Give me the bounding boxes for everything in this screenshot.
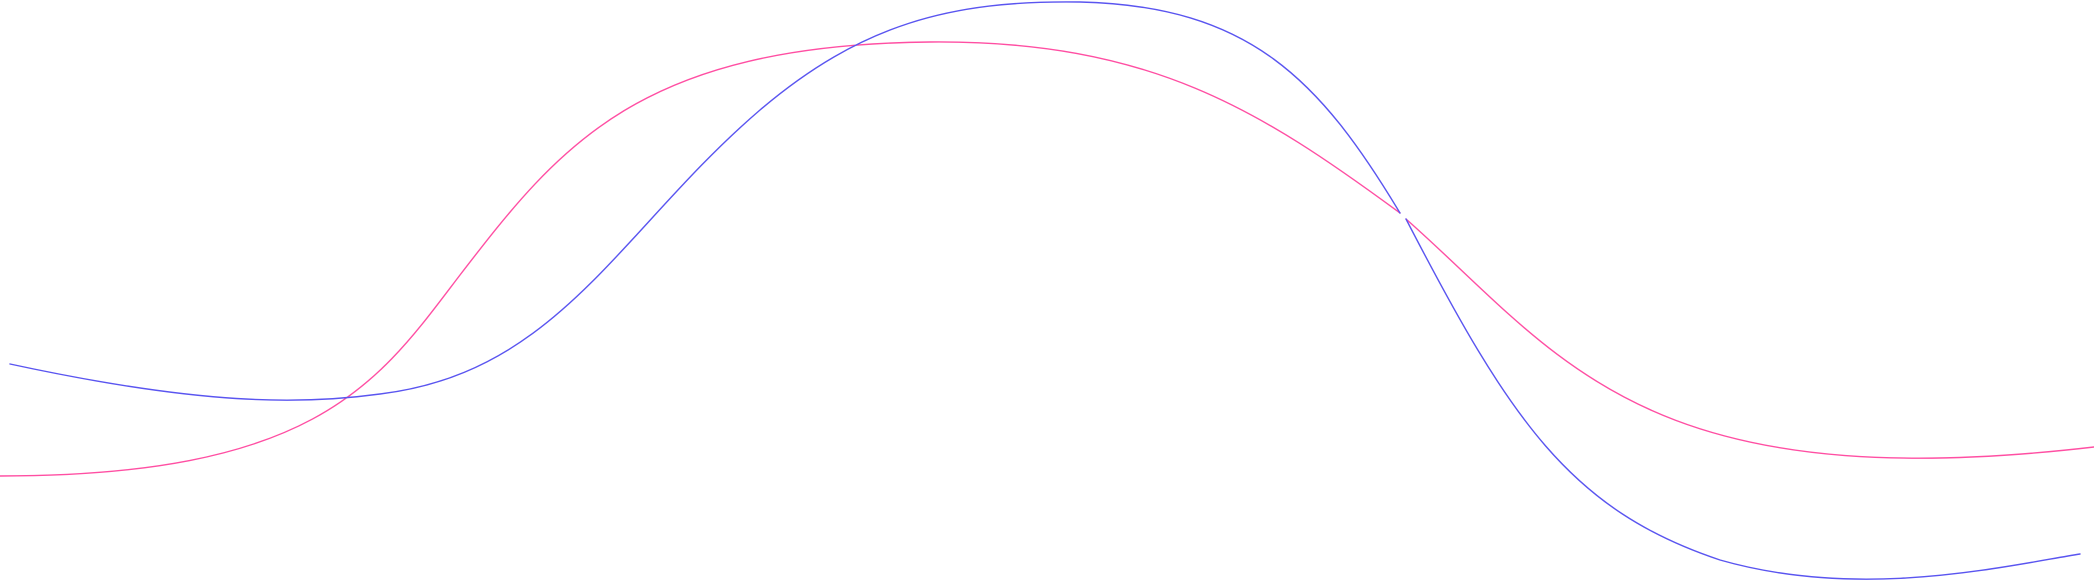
pink-wave-curve xyxy=(0,41,2094,477)
blue-wave-curve xyxy=(9,1,2081,580)
